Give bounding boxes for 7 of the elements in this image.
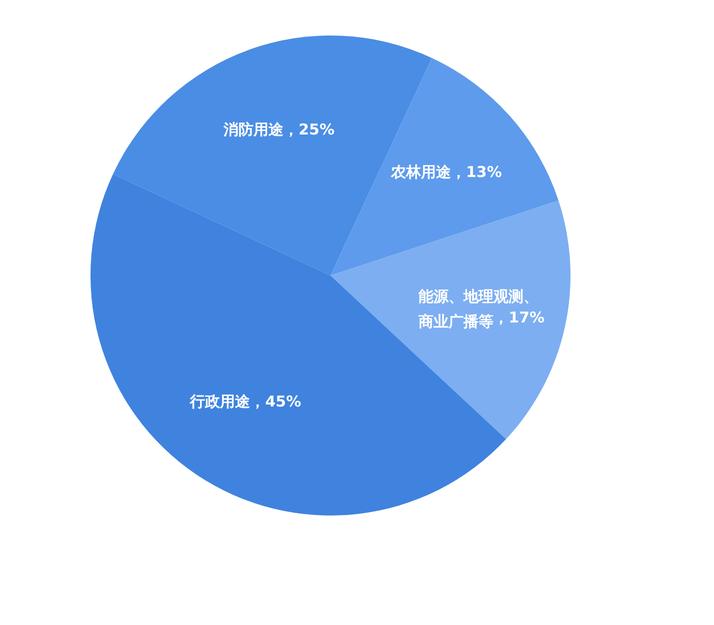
slice-label: 农林用途 bbox=[390, 163, 452, 182]
data-label: ，45% bbox=[250, 392, 302, 410]
data-label: ，13% bbox=[450, 163, 502, 182]
slice-label: 消防用途 bbox=[222, 120, 285, 139]
data-label: ，25% bbox=[284, 120, 334, 139]
data-label: ，17% bbox=[494, 308, 545, 326]
slice-label: 行政用途 bbox=[189, 392, 252, 410]
